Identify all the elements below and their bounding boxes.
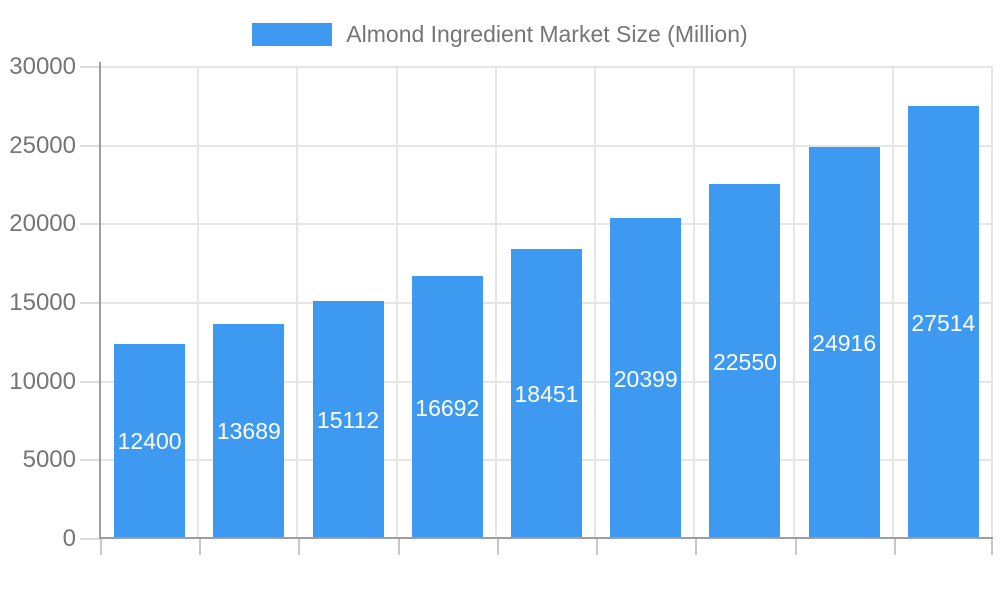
gridline (100, 144, 993, 147)
gridline (100, 223, 993, 226)
x-tick (596, 539, 599, 555)
y-tick (80, 66, 100, 68)
legend-swatch (252, 22, 333, 46)
gridline (792, 67, 795, 539)
y-tick (80, 302, 100, 304)
plot-area: 0500010000150002000025000300001240020251… (9, 53, 993, 555)
x-axis-line (100, 537, 993, 539)
y-tick (80, 380, 100, 383)
x-tick (397, 539, 400, 555)
gridline (395, 67, 398, 539)
y-axis-label: 20000 (9, 210, 76, 238)
x-tick (794, 539, 797, 555)
y-tick (80, 223, 100, 226)
y-axis-label: 0 (62, 525, 76, 552)
gridline (693, 67, 696, 539)
gridline (991, 67, 993, 539)
bar-2031[interactable] (709, 184, 781, 537)
legend-label: Almond Ingredient Market Size (Million) (346, 20, 748, 47)
bar-2029[interactable] (511, 248, 582, 537)
bar-2027[interactable] (312, 301, 384, 537)
y-axis-line (99, 62, 101, 539)
y-axis-label: 5000 (22, 446, 76, 474)
gridline (594, 67, 597, 539)
gridline (494, 67, 497, 539)
x-tick (496, 539, 499, 555)
bar-2028[interactable] (411, 276, 483, 537)
bar-2026[interactable] (213, 323, 285, 537)
x-tick (893, 539, 896, 555)
y-axis-label: 25000 (9, 131, 76, 159)
x-tick (199, 539, 202, 555)
y-tick (80, 459, 100, 462)
y-axis-label: 30000 (9, 53, 76, 80)
gridline (100, 66, 993, 68)
bar-2025[interactable] (114, 343, 186, 537)
y-tick (80, 144, 100, 147)
legend: Almond Ingredient Market Size (Million) (0, 21, 1000, 47)
bar-2033[interactable] (907, 106, 979, 537)
x-tick (695, 539, 698, 555)
y-tick (80, 538, 100, 540)
y-axis-label: 10000 (9, 367, 76, 395)
x-tick (100, 539, 102, 555)
gridline (197, 67, 200, 539)
x-tick (991, 539, 993, 555)
bar-2030[interactable] (610, 218, 682, 537)
gridline (296, 67, 299, 539)
y-axis-label: 15000 (9, 289, 76, 316)
x-tick (298, 539, 301, 555)
gridline (891, 67, 894, 539)
bar-2032[interactable] (808, 147, 880, 537)
